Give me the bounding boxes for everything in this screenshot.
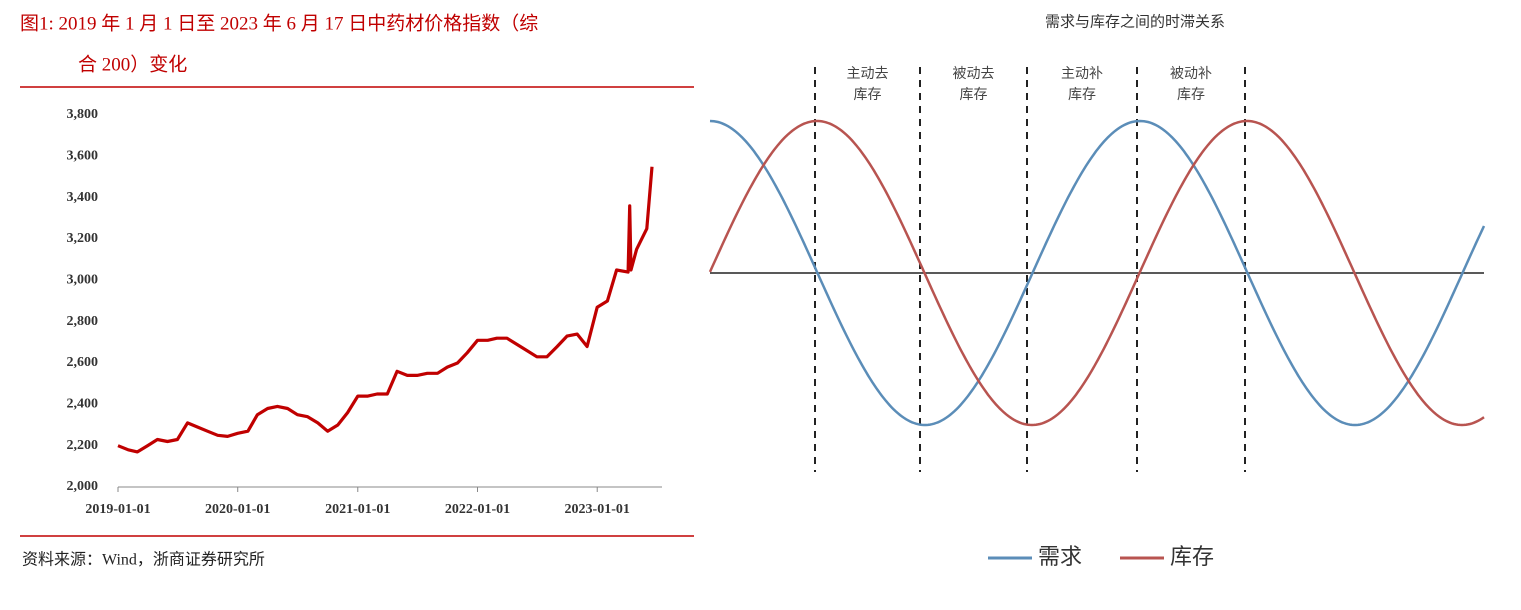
x-tick-label: 2020-01-01	[205, 502, 270, 517]
y-tick-label: 2,600	[67, 355, 99, 370]
y-tick-label: 2,200	[67, 438, 99, 453]
x-tick-label: 2021-01-01	[325, 502, 390, 517]
x-tick-label: 2022-01-01	[445, 502, 510, 517]
source: 资料来源：Wind，浙商证券研究所	[22, 551, 265, 569]
phase-label: 库存	[854, 87, 882, 103]
phase-label: 库存	[1177, 87, 1205, 103]
legend-label: 库存	[1170, 545, 1214, 570]
y-tick-label: 3,200	[67, 231, 99, 246]
phase-label: 被动补	[1170, 66, 1212, 82]
x-tick-label: 2023-01-01	[565, 502, 630, 517]
y-tick-label: 3,000	[67, 273, 99, 288]
phase-label: 被动去	[953, 66, 995, 82]
x-tick-label: 2019-01-01	[85, 502, 150, 517]
y-tick-label: 2,000	[67, 479, 99, 494]
phase-label: 主动补	[1061, 66, 1103, 82]
y-tick-label: 3,400	[67, 190, 99, 205]
price-line	[117, 166, 654, 454]
cycle-curve	[708, 119, 1485, 427]
y-tick-label: 2,400	[67, 397, 99, 412]
cycle-curve	[709, 119, 1486, 427]
phase-label: 库存	[1068, 87, 1096, 103]
diagram-title: 需求与库存之间的时滞关系	[1045, 13, 1225, 31]
y-tick-label: 3,800	[67, 107, 99, 122]
phase-label: 主动去	[847, 66, 889, 82]
y-tick-label: 3,600	[67, 149, 99, 164]
phase-label: 库存	[960, 87, 988, 103]
chart-title: 合 200）变化	[78, 53, 187, 75]
legend-label: 需求	[1038, 545, 1082, 570]
y-tick-label: 2,800	[67, 314, 99, 329]
chart-title: 图1: 2019 年 1 月 1 日至 2023 年 6 月 17 日中药材价格…	[20, 12, 538, 34]
